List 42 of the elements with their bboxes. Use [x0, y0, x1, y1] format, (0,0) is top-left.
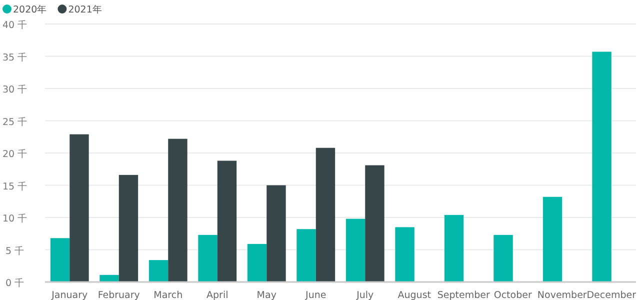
bar: [247, 244, 267, 282]
bar: [50, 238, 70, 282]
y-tick-label: 35 千: [2, 51, 28, 64]
bar: [118, 174, 138, 282]
y-tick-label: 25 千: [2, 116, 28, 128]
bar: [70, 134, 89, 282]
x-tick-label: November: [537, 290, 587, 300]
bar: [168, 138, 188, 282]
bar: [100, 274, 119, 282]
x-tick-label: December: [586, 290, 636, 300]
bar: [444, 214, 464, 282]
legend-label: 2020年: [13, 4, 48, 16]
bar: [198, 234, 218, 282]
bar: [592, 52, 612, 282]
legend-label: 2021年: [68, 4, 102, 16]
x-tick-label: October: [494, 290, 532, 300]
x-tick-label: March: [154, 290, 183, 300]
y-tick-label: 0 千: [5, 277, 25, 289]
x-tick-label: February: [98, 290, 140, 300]
bar: [148, 260, 168, 282]
y-tick-label: 30 千: [2, 84, 28, 96]
bar: [316, 148, 336, 282]
x-tick-label: September: [437, 290, 490, 300]
y-tick-label: 5 千: [5, 244, 25, 257]
x-tick-label: June: [304, 290, 326, 300]
x-tick-label: January: [50, 290, 88, 300]
x-tick-label: July: [356, 290, 374, 300]
bar: [296, 229, 316, 282]
bar: [217, 160, 237, 282]
bar: [266, 185, 286, 282]
x-tick-label: May: [256, 290, 277, 300]
y-tick-label: 20 千: [2, 148, 28, 160]
y-tick-label: 40 千: [2, 19, 28, 31]
x-tick-label: August: [398, 290, 432, 300]
x-tick-label: April: [206, 290, 228, 300]
bar: [542, 196, 562, 282]
y-tick-label: 15 千: [2, 180, 28, 192]
bar: [365, 165, 384, 282]
bar: [346, 218, 366, 282]
y-tick-label: 10 千: [2, 212, 28, 224]
bar: [494, 234, 513, 282]
bar: [395, 227, 414, 282]
